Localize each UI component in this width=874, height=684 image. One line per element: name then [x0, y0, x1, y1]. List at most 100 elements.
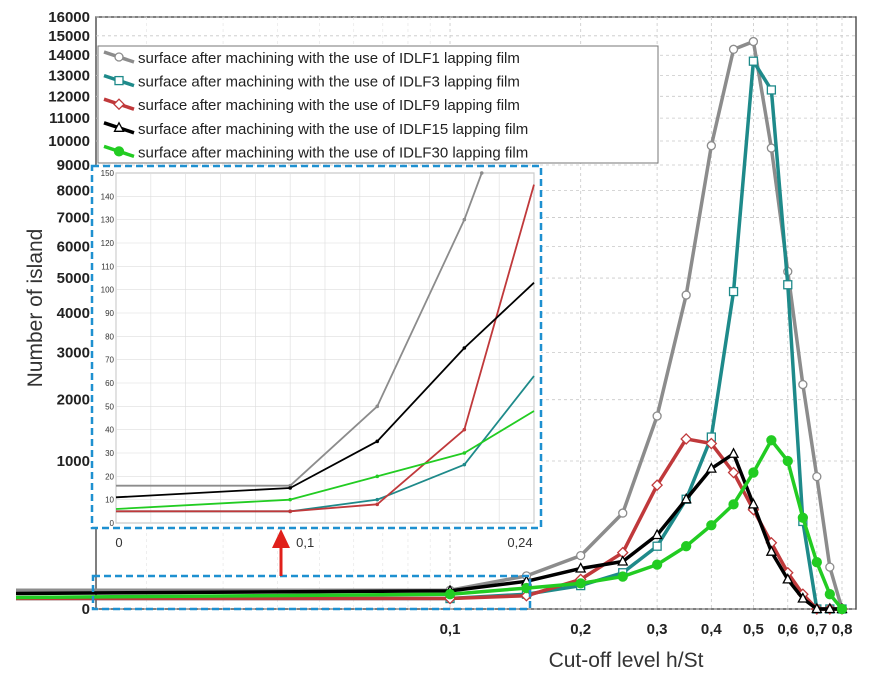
legend-swatch-marker [113, 98, 125, 111]
inset-y-tick-label: 140 [101, 192, 115, 201]
data-point [705, 437, 718, 450]
legend-item: surface after machining with the use of … [103, 50, 520, 67]
inset-series [115, 171, 535, 514]
inset-x-tick-label: 0,1 [296, 535, 314, 550]
legend-item: surface after machining with the use of … [103, 97, 520, 114]
data-point [681, 290, 691, 300]
legend-label: surface after machining with the use of … [138, 144, 528, 161]
inset-data-point [375, 502, 380, 507]
inset-data-point [375, 439, 380, 444]
data-point [617, 571, 628, 582]
inset-y-tick-label: 50 [105, 402, 114, 411]
inset-data-point [462, 427, 467, 432]
data-point [798, 379, 808, 390]
series-line [15, 452, 842, 611]
data-point [825, 562, 835, 572]
y-tick-label: 3000 [57, 345, 90, 362]
legend-item: surface after machining with the use of … [103, 74, 520, 91]
inset-data-point [375, 474, 380, 479]
inset-y-tick-label: 30 [105, 449, 114, 458]
inset-data-point [288, 497, 292, 502]
data-point [728, 499, 739, 510]
data-point [836, 603, 848, 615]
y-tick-label: 1000 [57, 453, 90, 470]
inset-data-point [375, 497, 380, 502]
inset-y-tick-label: 0 [110, 519, 115, 528]
inset-y-ticks: 0 10 20 30 40 50 60 70 80 90 100 110 120 130 140 150 [101, 169, 115, 528]
main-series [15, 36, 848, 615]
x-tick-label: 0,4 [701, 621, 723, 638]
legend-item: surface after machining with the use of … [103, 121, 528, 138]
inset-y-tick-label: 90 [105, 309, 114, 318]
data-point [680, 492, 692, 504]
data-point [812, 471, 822, 482]
y-tick-label: 16000 [48, 9, 90, 26]
series-idlf-1 [16, 36, 847, 614]
series-line [16, 39, 844, 610]
inset-y-tick-label: 130 [101, 216, 115, 225]
x-tick-label: 0,1 [440, 621, 461, 638]
inset-data-point [288, 509, 292, 514]
inset-data-point [462, 346, 467, 350]
data-point [575, 578, 586, 589]
data-point [783, 280, 793, 290]
y-tick-label: 0 [82, 601, 90, 618]
data-point [811, 557, 822, 568]
legend-swatch-marker [113, 121, 125, 132]
y-tick-label: 8000 [57, 182, 90, 199]
inset-y-tick-label: 120 [101, 239, 115, 248]
legend-box [97, 45, 659, 164]
y-tick-label: 7000 [57, 209, 90, 226]
inset-y-tick-label: 100 [101, 286, 115, 295]
inset-data-point [375, 404, 380, 409]
data-point [811, 602, 823, 614]
legend-swatch-marker [114, 75, 124, 86]
data-point [706, 141, 716, 151]
x-tick-label: 0,2 [570, 621, 591, 638]
data-point [680, 433, 693, 445]
data-point [727, 466, 740, 479]
y-tick-label: 2000 [57, 392, 90, 409]
inset-data-point [462, 451, 467, 455]
zoom-arrow [272, 529, 290, 576]
x-tick-label: 0,3 [647, 621, 668, 638]
data-point [617, 555, 629, 566]
legend-swatch-marker [113, 146, 125, 157]
y-axis-ticks: 0 1000 2000 3000 4000 5000 6000 7000 8000 9000 100… [48, 9, 90, 618]
inset-y-tick-label: 110 [101, 262, 114, 271]
data-point [651, 528, 663, 540]
legend: surface after machining with the use of … [97, 45, 659, 164]
y-tick-label: 15000 [48, 28, 90, 45]
inset-y-tick-label: 20 [105, 472, 114, 481]
legend-label: surface after machining with the use of … [138, 97, 520, 114]
y-tick-label: 6000 [57, 238, 90, 255]
data-point [747, 497, 759, 509]
legend-label: surface after machining with the use of … [138, 74, 520, 91]
data-point [705, 462, 717, 473]
inset-series-idlf9 [116, 184, 535, 514]
y-tick-label: 4000 [57, 305, 90, 322]
data-point [652, 411, 662, 421]
inset-y-tick-label: 150 [101, 169, 115, 178]
series-line [16, 59, 842, 611]
data-point [782, 455, 793, 467]
y-tick-label: 10000 [48, 133, 90, 150]
x-tick-label: 0,5 [743, 621, 764, 638]
x-tick-label: 0,8 [832, 621, 853, 638]
data-point [576, 550, 586, 561]
y-tick-label: 13000 [48, 67, 90, 84]
data-point [728, 44, 739, 54]
inset-data-point [288, 486, 292, 490]
data-point [824, 589, 835, 600]
inset-data-point [479, 171, 484, 175]
inset-y-tick-label: 40 [105, 426, 114, 435]
data-point [766, 85, 777, 95]
inset-x-tick-label: 0,24 [507, 535, 532, 550]
inset-x-tick-label: 0 [115, 535, 122, 550]
data-point [748, 36, 759, 47]
inset-y-tick-label: 80 [105, 332, 114, 341]
legend-swatch-marker [114, 52, 124, 62]
legend-label: surface after machining with the use of … [138, 121, 528, 138]
data-point [765, 545, 777, 556]
